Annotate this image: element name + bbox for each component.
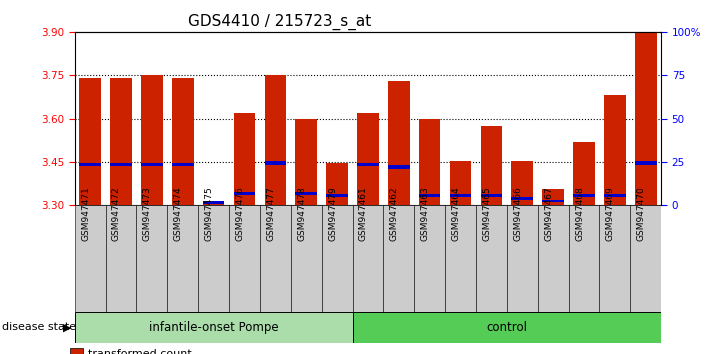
Bar <box>353 312 661 343</box>
Text: GSM947474: GSM947474 <box>173 187 183 241</box>
Bar <box>511 196 533 200</box>
Bar <box>80 164 101 166</box>
Bar <box>481 126 502 205</box>
Bar <box>507 205 538 312</box>
Bar <box>141 164 163 166</box>
Bar <box>573 142 595 205</box>
Bar <box>234 113 255 205</box>
Text: GSM947462: GSM947462 <box>390 187 399 241</box>
Bar <box>291 205 321 312</box>
Bar <box>110 78 132 205</box>
Bar <box>635 160 656 165</box>
Bar <box>419 119 441 205</box>
Bar <box>264 160 286 165</box>
Bar <box>137 205 167 312</box>
Bar <box>450 160 471 205</box>
Bar <box>388 165 410 169</box>
Bar <box>538 205 569 312</box>
Text: GSM947463: GSM947463 <box>421 187 429 241</box>
Bar <box>264 75 286 205</box>
Bar <box>631 205 661 312</box>
Bar <box>229 205 260 312</box>
Bar <box>260 205 291 312</box>
Text: GSM947467: GSM947467 <box>544 187 553 241</box>
Bar <box>388 81 410 205</box>
Bar <box>234 192 255 195</box>
Bar <box>172 164 193 166</box>
Bar <box>383 205 415 312</box>
Text: disease state: disease state <box>2 322 76 332</box>
Bar <box>326 194 348 196</box>
Text: GSM947477: GSM947477 <box>267 187 275 241</box>
Text: GDS4410 / 215723_s_at: GDS4410 / 215723_s_at <box>188 14 372 30</box>
Bar <box>70 348 83 354</box>
Bar <box>573 194 595 196</box>
Bar <box>203 201 225 205</box>
Bar <box>75 312 353 343</box>
Bar <box>203 201 225 204</box>
Bar <box>542 189 564 205</box>
Bar <box>141 75 163 205</box>
Text: control: control <box>486 321 528 334</box>
Bar <box>295 192 317 195</box>
Bar <box>295 119 317 205</box>
Bar <box>419 194 441 196</box>
Bar <box>357 113 379 205</box>
Text: GSM947473: GSM947473 <box>143 187 152 241</box>
Bar <box>198 205 229 312</box>
Text: GSM947466: GSM947466 <box>513 187 523 241</box>
Text: GSM947472: GSM947472 <box>112 187 121 241</box>
Bar <box>110 164 132 166</box>
Text: GSM947470: GSM947470 <box>637 187 646 241</box>
Bar <box>326 164 348 205</box>
Text: GSM947464: GSM947464 <box>451 187 461 241</box>
Text: GSM947476: GSM947476 <box>235 187 245 241</box>
Bar <box>321 205 353 312</box>
Text: ▶: ▶ <box>63 322 71 332</box>
Bar <box>75 205 105 312</box>
Bar <box>415 205 445 312</box>
Text: GSM947469: GSM947469 <box>606 187 615 241</box>
Bar <box>353 205 383 312</box>
Text: GSM947468: GSM947468 <box>575 187 584 241</box>
Text: GSM947479: GSM947479 <box>328 187 337 241</box>
Text: infantile-onset Pompe: infantile-onset Pompe <box>149 321 279 334</box>
Bar <box>481 194 502 196</box>
Bar <box>635 33 656 205</box>
Text: GSM947478: GSM947478 <box>297 187 306 241</box>
Bar <box>167 205 198 312</box>
Text: GSM947461: GSM947461 <box>359 187 368 241</box>
Bar <box>599 205 631 312</box>
Bar <box>604 194 626 196</box>
Bar <box>450 194 471 196</box>
Text: GSM947465: GSM947465 <box>483 187 491 241</box>
Bar <box>476 205 507 312</box>
Bar <box>569 205 599 312</box>
Text: transformed count: transformed count <box>88 349 192 354</box>
Bar <box>357 164 379 166</box>
Bar <box>542 200 564 202</box>
Bar <box>604 96 626 205</box>
Bar <box>445 205 476 312</box>
Bar <box>105 205 137 312</box>
Bar <box>511 160 533 205</box>
Bar <box>80 78 101 205</box>
Bar <box>172 78 193 205</box>
Text: GSM947471: GSM947471 <box>81 187 90 241</box>
Text: GSM947475: GSM947475 <box>205 187 213 241</box>
